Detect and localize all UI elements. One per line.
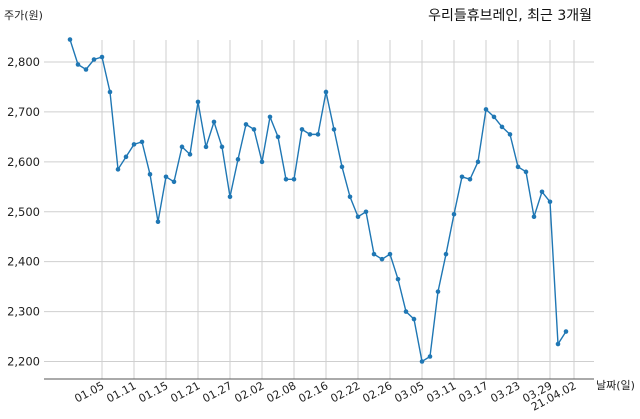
x-tick-label: 02.16 xyxy=(296,379,330,405)
chart-title: 우리들휴브레인, 최근 3개월 xyxy=(428,8,592,24)
data-point xyxy=(483,107,489,112)
x-tick-label: 03.05 xyxy=(392,379,426,405)
data-point xyxy=(139,139,145,145)
x-tick-label: 01.15 xyxy=(136,379,170,405)
x-tick-label: 02.26 xyxy=(360,379,394,405)
data-point xyxy=(379,256,385,262)
data-point xyxy=(131,142,137,147)
data-point xyxy=(395,276,401,282)
x-tick-label: 02.08 xyxy=(264,379,298,405)
data-point xyxy=(203,144,209,150)
x-tick-label: 01.11 xyxy=(104,379,138,405)
data-point xyxy=(523,169,529,175)
data-point xyxy=(459,174,465,180)
data-point xyxy=(315,132,321,137)
x-tick-label: 01.21 xyxy=(168,379,202,405)
data-point xyxy=(307,132,313,137)
data-point xyxy=(83,67,89,72)
x-tick-label: 02.02 xyxy=(232,379,266,405)
x-tick-labels: 01.0501.1101.1501.2101.2702.0202.0802.16… xyxy=(72,379,578,413)
x-tick-label: 03.23 xyxy=(488,379,522,405)
data-point xyxy=(195,99,201,105)
data-point xyxy=(251,127,257,132)
data-point xyxy=(299,127,305,132)
x-tick-label: 02.22 xyxy=(328,379,362,405)
data-point xyxy=(283,177,289,182)
y-tick-label: 2,300 xyxy=(7,305,40,319)
data-point xyxy=(275,134,281,140)
data-point xyxy=(451,211,457,217)
y-tick-label: 2,800 xyxy=(7,55,40,69)
data-point xyxy=(179,144,185,150)
data-point xyxy=(363,209,369,215)
data-point xyxy=(219,144,225,150)
data-point xyxy=(331,127,337,132)
y-tick-label: 2,700 xyxy=(7,105,40,119)
data-point xyxy=(539,189,545,195)
data-point xyxy=(67,37,73,42)
data-point xyxy=(475,159,481,165)
y-tick-label: 2,500 xyxy=(7,205,40,219)
data-point xyxy=(147,172,153,177)
data-point xyxy=(235,157,241,162)
data-point xyxy=(403,309,409,314)
y-tick-labels: 2,200 2,300 2,400 2,500 2,600 2,700 2,800 xyxy=(7,55,40,369)
data-point xyxy=(75,62,81,67)
data-point xyxy=(259,159,265,165)
grid-lines xyxy=(44,40,594,379)
data-point xyxy=(155,219,161,225)
data-point xyxy=(163,174,169,180)
data-point xyxy=(243,122,249,127)
data-point xyxy=(427,354,433,359)
data-point xyxy=(515,164,521,170)
x-tick-label: 01.27 xyxy=(200,379,234,405)
data-point xyxy=(507,132,513,137)
data-point xyxy=(267,114,273,120)
data-point xyxy=(99,54,105,60)
data-point xyxy=(435,289,441,294)
y-axis-label: 주가(원) xyxy=(4,9,43,22)
data-point xyxy=(323,89,329,95)
data-point xyxy=(443,251,449,257)
data-point xyxy=(347,194,353,200)
y-tick-label: 2,600 xyxy=(7,155,40,169)
y-tick-label: 2,400 xyxy=(7,255,40,269)
data-point xyxy=(467,177,473,182)
data-point xyxy=(555,341,561,347)
data-point xyxy=(171,179,177,185)
data-point xyxy=(371,251,377,257)
price-series xyxy=(67,37,569,364)
data-point xyxy=(107,89,113,95)
data-point xyxy=(211,119,217,125)
x-axis-label: 날짜(일) xyxy=(596,378,635,392)
data-point xyxy=(531,214,537,220)
data-point xyxy=(547,199,553,205)
data-point xyxy=(227,194,233,200)
data-point xyxy=(491,114,497,120)
y-tick-label: 2,200 xyxy=(7,355,40,369)
x-tick-label: 03.17 xyxy=(456,379,490,405)
series-line xyxy=(69,39,567,363)
data-point xyxy=(419,359,425,364)
data-point xyxy=(355,214,361,220)
data-point xyxy=(339,164,345,170)
data-point xyxy=(563,329,569,334)
data-point xyxy=(91,57,97,62)
x-tick-label: 01.05 xyxy=(72,379,106,405)
data-point xyxy=(115,167,121,172)
data-point xyxy=(499,124,505,130)
data-point xyxy=(387,251,393,257)
data-point xyxy=(411,316,417,322)
data-point xyxy=(123,154,129,160)
x-tick-label: 03.11 xyxy=(424,379,458,405)
data-point xyxy=(187,152,193,157)
data-point xyxy=(291,177,297,182)
